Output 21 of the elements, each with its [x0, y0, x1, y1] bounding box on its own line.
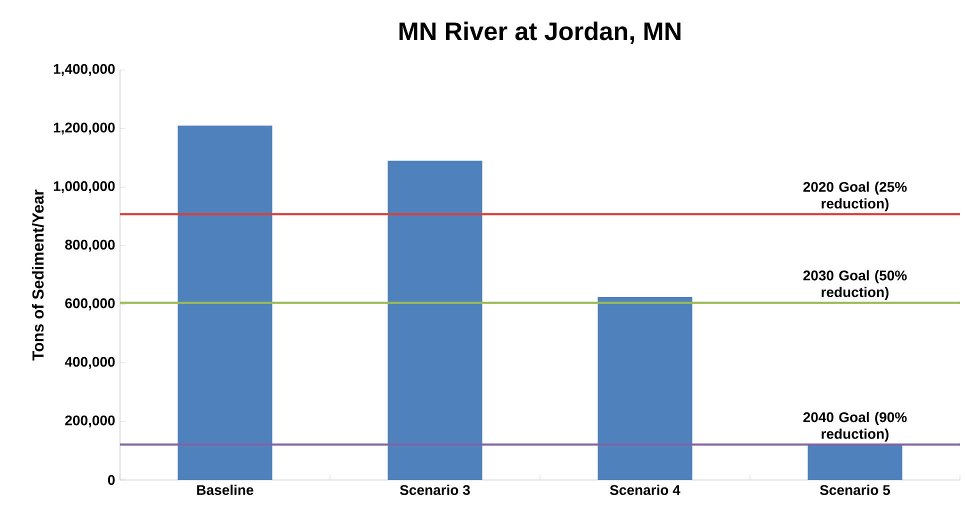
x-tick-label: Scenario 3 [400, 484, 470, 496]
y-tick-label: 1,000,000 [54, 181, 115, 194]
ref-line-label: 2040 Goal (90% reduction) [803, 412, 907, 442]
y-tick-label: 1,200,000 [54, 122, 115, 135]
x-tick-label: Scenario 5 [820, 484, 890, 495]
y-tick-label: 800,000 [65, 240, 115, 252]
y-tick-label: 400,000 [64, 356, 115, 369]
y-tick-label: 200,000 [65, 415, 115, 428]
bar [388, 160, 482, 480]
bar [808, 444, 902, 480]
chart-title: MN River at Jordan, MN [400, 22, 680, 44]
x-tick-label: Scenario 4 [610, 484, 680, 495]
y-tick-label: 0 [108, 475, 115, 485]
bar [598, 296, 692, 480]
y-tick-label: 1,400,000 [54, 64, 115, 76]
y-tick-label: 600,000 [65, 298, 115, 310]
y-axis-title: Tons of Sediment/Year [32, 190, 44, 360]
ref-line-label: 2030 Goal (50% reduction) [803, 270, 907, 300]
bar [178, 126, 272, 480]
ref-line-label: 2020 Goal (25% reduction) [803, 182, 907, 212]
x-tick-label: Baseline [197, 484, 254, 495]
